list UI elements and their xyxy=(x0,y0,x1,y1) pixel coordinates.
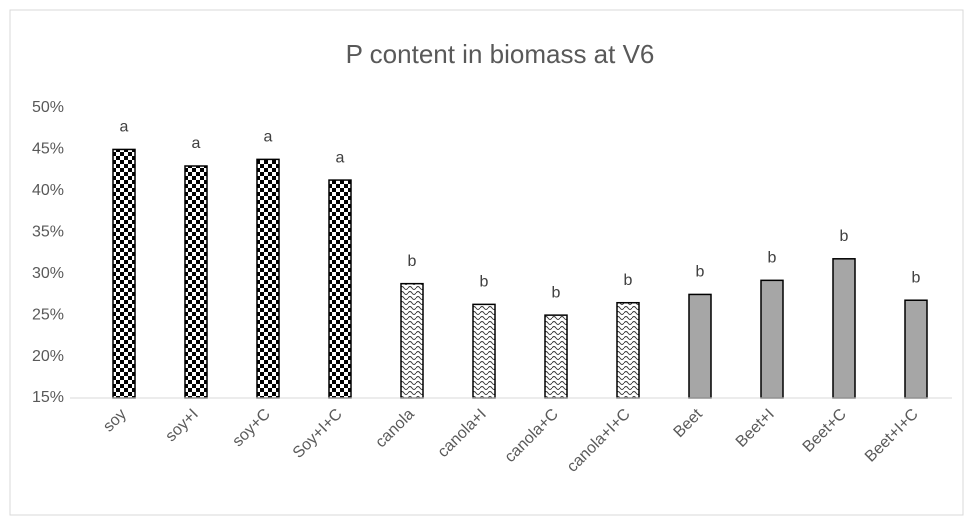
bar xyxy=(832,258,856,399)
bar xyxy=(112,148,136,399)
bar xyxy=(256,158,280,399)
bar-annotation: a xyxy=(120,119,129,136)
y-tick-label: 45% xyxy=(32,141,64,158)
bar-annotation: b xyxy=(480,274,489,291)
bar-annotation: b xyxy=(768,250,777,267)
bar-annotation: a xyxy=(336,149,345,166)
bar-annotation: b xyxy=(408,253,417,270)
y-tick-label: 15% xyxy=(32,389,64,406)
bar-annotation: a xyxy=(264,129,273,146)
bar-annotation: b xyxy=(696,264,705,281)
bar xyxy=(688,293,712,399)
bar xyxy=(184,165,208,399)
bar xyxy=(544,314,568,399)
chart-border xyxy=(9,9,964,516)
bar-annotation: a xyxy=(192,135,201,152)
y-tick-label: 35% xyxy=(32,224,64,241)
bar-annotation: b xyxy=(624,272,633,289)
bar-annotation: b xyxy=(552,284,561,301)
y-tick-label: 30% xyxy=(32,265,64,282)
bar xyxy=(760,279,784,399)
y-tick-label: 40% xyxy=(32,182,64,199)
y-tick-label: 25% xyxy=(32,306,64,323)
bar xyxy=(400,282,424,399)
bar-annotation: b xyxy=(912,269,921,286)
bar xyxy=(904,299,928,399)
chart-title: P content in biomass at V6 xyxy=(346,39,655,69)
y-tick-label: 50% xyxy=(32,99,64,116)
bar xyxy=(616,301,640,399)
bar xyxy=(472,303,496,399)
bar xyxy=(328,179,352,399)
bar-annotation: b xyxy=(840,228,849,245)
y-tick-label: 20% xyxy=(32,348,64,365)
